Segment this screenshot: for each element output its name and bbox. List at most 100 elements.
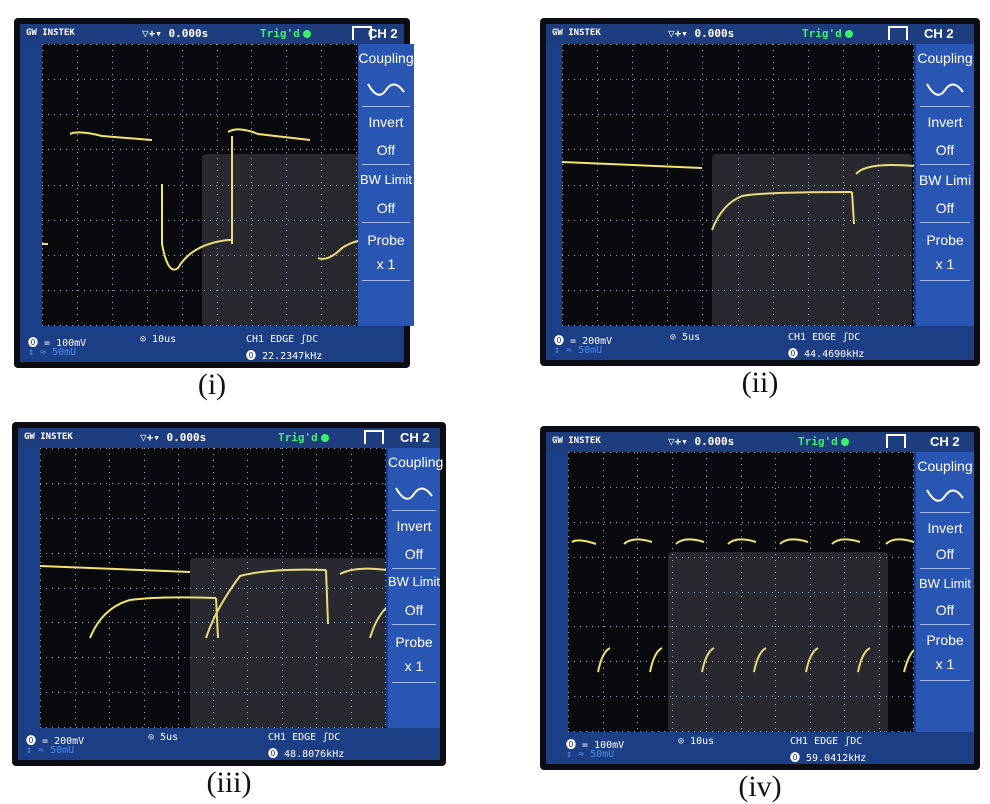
offset-sub: ↕ ≈ 50mU — [566, 749, 615, 760]
frequency-readout: ⓿ 48.8076kHz — [268, 749, 345, 760]
volts-per-div: ⓿ = 200mV — [554, 336, 613, 347]
volts-per-div: ⓿ = 200mV — [26, 736, 85, 747]
coupling-label[interactable]: Coupling — [388, 454, 444, 470]
channel-title: CH 2 — [930, 434, 960, 449]
bw-limit-value[interactable]: Off — [935, 200, 955, 216]
waveform-grid — [562, 44, 914, 326]
menu-divider — [392, 682, 436, 683]
timebase-offset: ▽+▾ 0.000s — [668, 27, 735, 40]
trigger-status: Trig'd — [260, 27, 311, 40]
scope-panel-4: GW INSTEK ▽+▾ 0.000s Trig'd CH 2 Couplin… — [540, 426, 980, 803]
timebase-offset: ▽+▾ 0.000s — [140, 431, 207, 444]
volts-per-div: ⓿ = 100mV — [566, 740, 625, 751]
probe-value[interactable]: x 1 — [404, 658, 424, 674]
waveform-trace — [571, 538, 914, 673]
sine-wave-icon[interactable] — [925, 78, 965, 98]
probe-label[interactable]: Probe — [926, 632, 964, 648]
trigger-status: Trig'd — [802, 27, 853, 40]
bw-limit-label[interactable]: BW Limit — [919, 576, 971, 591]
probe-label[interactable]: Probe — [926, 232, 964, 248]
trigger-dot-icon — [320, 434, 329, 442]
menu-divider — [920, 568, 970, 569]
probe-value[interactable]: x 1 — [935, 656, 955, 672]
pulse-icon — [888, 26, 908, 40]
scope-panel-2: GW INSTEK ▽+▾ 0.000s Trig'd CH 2 Couplin… — [540, 18, 980, 400]
time-per-div: ⊙ 10us — [678, 736, 715, 747]
invert-value[interactable]: Off — [935, 142, 955, 158]
frequency-readout: ⓿ 59.0412kHz — [790, 753, 867, 764]
menu-divider — [362, 280, 410, 281]
menu-divider — [920, 106, 970, 107]
probe-label[interactable]: Probe — [395, 634, 433, 650]
panel-caption: (iii) — [206, 766, 252, 799]
bw-limit-value[interactable]: Off — [404, 602, 424, 618]
waveform-trace — [562, 161, 914, 231]
invert-label[interactable]: Invert — [927, 114, 963, 130]
trigger-dot-icon — [840, 438, 849, 446]
top-status-bar: GW INSTEK ▽+▾ 0.000s Trig'd CH 2 — [18, 428, 440, 448]
scope-panel-3: GW INSTEK ▽+▾ 0.000s Trig'd CH 2 Couplin… — [12, 422, 446, 802]
trigger-settings: CH1 EDGE ʃDC — [790, 736, 863, 747]
probe-value[interactable]: x 1 — [935, 256, 955, 272]
scope-photo: GW INSTEK ▽+▾ 0.000s Trig'd CH 2 Couplin… — [540, 426, 980, 770]
top-status-bar: GW INSTEK ▽+▾ 0.000s Trig'd CH 2 — [546, 24, 974, 44]
menu-divider — [362, 222, 410, 223]
bw-limit-value[interactable]: Off — [376, 200, 396, 216]
waveform-grid — [40, 448, 386, 728]
pulse-icon — [352, 26, 372, 40]
offset-sub: ↕ ≈ 50mU — [554, 345, 603, 356]
bottom-status-bar: ⓿ = 200mV ↕ ≈ 50mU ⊙ 5us CH1 EDGE ʃDC ⓿ … — [546, 330, 974, 360]
sine-wave-icon[interactable] — [925, 484, 965, 504]
bottom-status-bar: ⓿ = 200mV ↕ ≈ 50mU ⊙ 5us CH1 EDGE ʃDC ⓿ … — [18, 730, 440, 760]
probe-value[interactable]: x 1 — [376, 256, 396, 272]
menu-divider — [392, 510, 436, 511]
reflection — [202, 154, 382, 326]
bw-limit-label[interactable]: BW Limit — [388, 574, 440, 589]
trigger-settings: CH1 EDGE ʃDC — [788, 332, 861, 343]
menu-divider — [392, 624, 436, 625]
bw-limit-label[interactable]: BW Limi — [918, 172, 972, 188]
menu-divider — [392, 568, 436, 569]
trigger-settings: CH1 EDGE ʃDC — [246, 334, 319, 345]
channel-menu: Coupling Invert Off BW Limit Off Probe x… — [388, 448, 444, 728]
trace-line — [571, 538, 914, 673]
panel-caption: (ii) — [741, 366, 779, 399]
scope-screen: GW INSTEK ▽+▾ 0.000s Trig'd CH 2 Couplin… — [546, 24, 974, 360]
invert-label[interactable]: Invert — [927, 520, 963, 536]
channel-title: CH 2 — [400, 430, 430, 445]
frequency-readout: ⓿ 44.4690kHz — [788, 349, 865, 360]
scope-panel-1: GW INSTEK ▽+▾ 0.000s Trig'd CH 2 ⓿ = 100… — [14, 18, 410, 401]
sine-wave-icon[interactable] — [366, 78, 406, 98]
panel-caption: (i) — [197, 368, 227, 401]
time-per-div: ⊙ 10us — [140, 334, 177, 345]
brand-logo: GW INSTEK — [552, 436, 601, 446]
frequency-readout: ⓿ 22.2347kHz — [246, 351, 323, 362]
offset-sub: ↕ ≈ 50mU — [26, 745, 75, 756]
bw-limit-label[interactable]: BW Limit — [360, 172, 412, 187]
trace-line — [40, 565, 386, 639]
menu-divider — [362, 164, 410, 165]
invert-value[interactable]: Off — [376, 142, 396, 158]
probe-label[interactable]: Probe — [367, 232, 405, 248]
channel-title: CH 2 — [368, 26, 398, 41]
menu-divider — [920, 280, 970, 281]
coupling-label[interactable]: Coupling — [917, 458, 973, 474]
bw-limit-value[interactable]: Off — [935, 602, 955, 618]
bottom-status-bar: ⓿ = 100mV ↕ ≈ 50mU ⊙ 10us CH1 EDGE ʃDC ⓿… — [20, 332, 404, 362]
coupling-label[interactable]: Coupling — [917, 50, 973, 66]
timebase-offset: ▽+▾ 0.000s — [142, 27, 209, 40]
scope-photo: GW INSTEK ▽+▾ 0.000s Trig'd CH 2 Couplin… — [12, 422, 446, 766]
coupling-label[interactable]: Coupling — [358, 50, 414, 66]
waveform-grid — [42, 44, 392, 326]
panel-caption: (iv) — [738, 770, 782, 803]
invert-value[interactable]: Off — [935, 546, 955, 562]
invert-label[interactable]: Invert — [396, 518, 432, 534]
pulse-icon — [886, 434, 906, 448]
trigger-status: Trig'd — [278, 431, 329, 444]
reflection — [712, 154, 912, 326]
sine-wave-icon[interactable] — [394, 482, 434, 502]
channel-title: CH 2 — [924, 26, 954, 41]
invert-label[interactable]: Invert — [368, 114, 404, 130]
menu-divider — [362, 106, 410, 107]
invert-value[interactable]: Off — [404, 546, 424, 562]
